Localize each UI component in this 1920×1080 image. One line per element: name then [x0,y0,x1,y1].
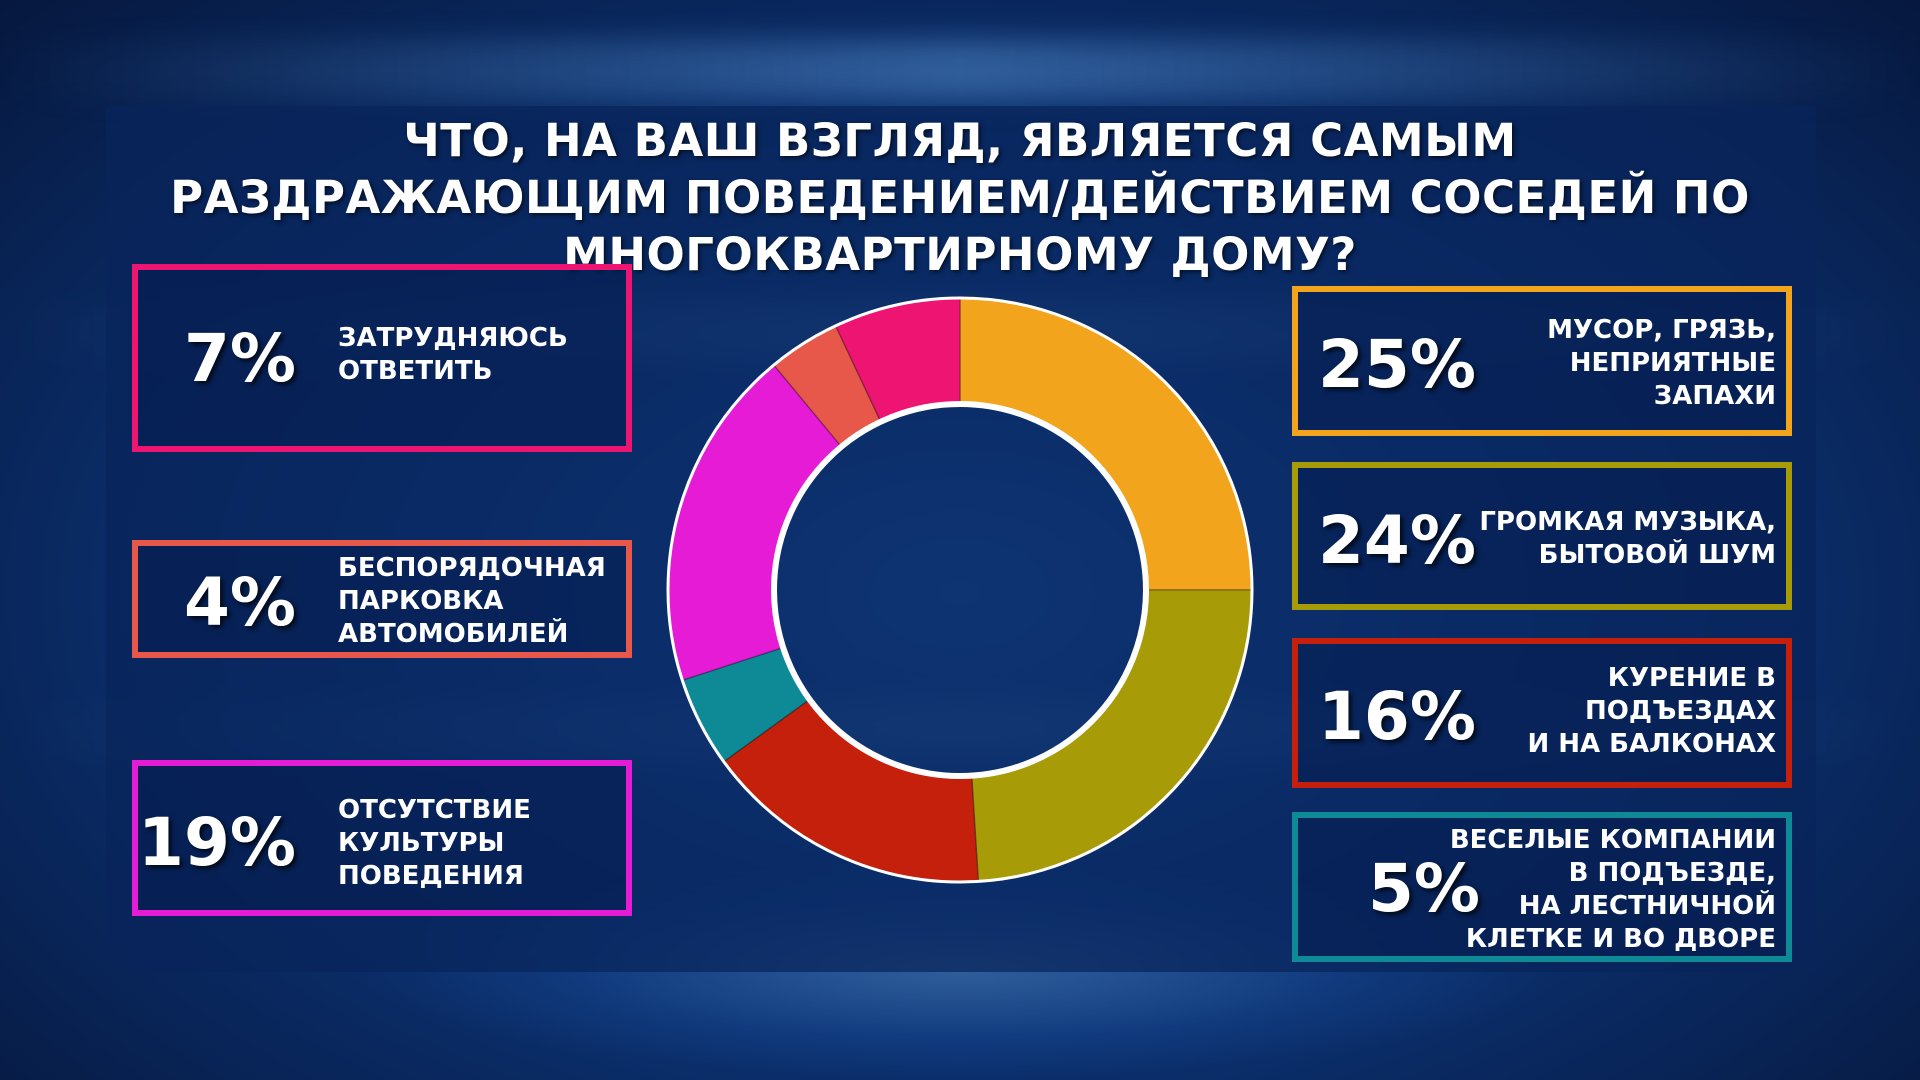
legend-box-trash: 25% Мусор, грязь, неприятные запахи [1292,286,1792,436]
legend-label: Веселые компании в подъезде, на лестничн… [1449,825,1776,954]
donut-inner-rim [771,401,1149,779]
legend-label: Затрудняюсь ответить [338,323,568,386]
donut-chart [666,296,1254,884]
legend-box-no-culture: 19% Отсутствие культуры поведения [132,760,632,916]
legend-label: Отсутствие культуры поведения [338,795,531,891]
legend-label: Мусор, грязь, неприятные запахи [1547,315,1776,411]
legend-percent: 4% [183,564,296,641]
legend-percent: 16% [1318,678,1476,755]
legend-box-smoking: 16% Курение в подъездах и на балконах [1292,638,1792,788]
legend-label: Громкая музыка, бытовой шум [1479,507,1776,570]
legend-box-parking: 4% Беспорядочная парковка автомобилей [132,540,632,658]
legend-percent: 24% [1318,502,1476,579]
legend-box-parties: 5% Веселые компании в подъезде, на лестн… [1292,812,1792,962]
chart-title: Что, на ваш взгляд, является самым раздр… [170,114,1750,281]
legend-box-dont-know: 7% Затрудняюсь ответить [132,264,632,452]
donut-slice-0 [959,297,1253,591]
background-streak [0,40,1920,100]
legend-percent: 5% [1368,850,1481,927]
legend-percent: 7% [183,320,296,397]
legend-label: Беспорядочная парковка автомобилей [338,553,606,649]
legend-percent: 25% [1318,326,1476,403]
legend-percent: 19% [138,804,296,881]
legend-box-noise: 24% Громкая музыка, бытовой шум [1292,462,1792,610]
legend-label: Курение в подъездах и на балконах [1527,663,1776,759]
donut-outer-rim [666,296,1254,884]
